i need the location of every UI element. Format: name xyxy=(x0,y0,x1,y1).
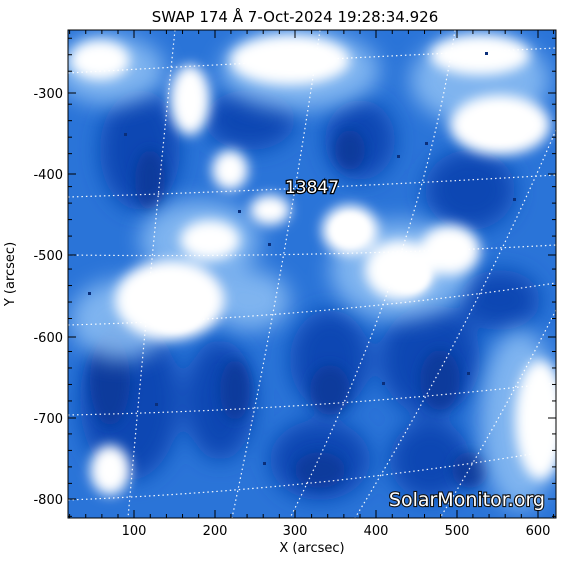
watermark-solarmonitor: SolarMonitor.org xyxy=(389,489,545,511)
x-tick-labels: 100 200 300 400 500 600 xyxy=(122,524,551,539)
y-tick-label: -300 xyxy=(33,87,63,102)
y-tick-label: -800 xyxy=(33,493,63,508)
plot-title: SWAP 174 Å 7-Oct-2024 19:28:34.926 xyxy=(152,7,439,26)
active-region-label: 13847 xyxy=(285,178,339,198)
y-tick-label: -500 xyxy=(33,249,63,264)
x-tick-label: 500 xyxy=(445,524,470,539)
minor-axis-ticks xyxy=(68,30,556,518)
y-tick-label: -400 xyxy=(33,168,63,183)
y-tick-labels: -300 -400 -500 -600 -700 -800 xyxy=(33,87,63,508)
y-tick-label: -700 xyxy=(33,412,63,427)
euv-solar-image: 13847 SolarMonitor.org xyxy=(68,30,556,518)
y-tick-label: -600 xyxy=(33,331,63,346)
x-tick-label: 100 xyxy=(122,524,147,539)
x-tick-label: 600 xyxy=(526,524,551,539)
y-axis-title: Y (arcsec) xyxy=(3,242,18,307)
x-axis-title: X (arcsec) xyxy=(279,541,344,556)
x-tick-label: 300 xyxy=(283,524,308,539)
axis-ticks xyxy=(68,30,556,518)
x-tick-label: 400 xyxy=(364,524,389,539)
coordinate-grid xyxy=(68,30,556,518)
x-tick-label: 200 xyxy=(203,524,228,539)
